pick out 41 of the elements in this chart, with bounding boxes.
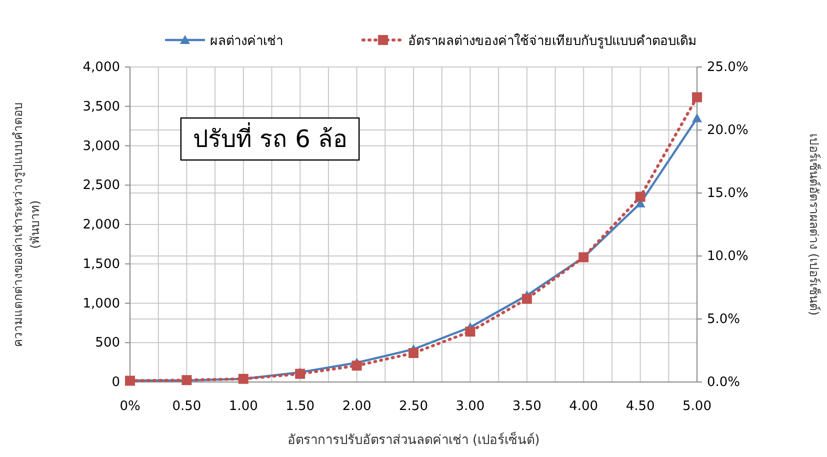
y-tick-label: 2,500 [82, 178, 120, 194]
y2-tick-label: 5.0% [707, 312, 740, 327]
x-tick-label: 2.00 [342, 399, 372, 414]
y-axis-title: ความแตกต่างของค่าเช่าระหว่างรูปแบบคำตอบ (พันบาท) [11, 102, 42, 347]
x-tick-label: 1.50 [286, 399, 315, 414]
point [295, 368, 306, 379]
y2-tick-label: 20.0% [707, 123, 748, 138]
point [465, 326, 476, 337]
x-tick-label: 3.50 [512, 399, 542, 414]
y-tick-label: 4,000 [82, 60, 120, 75]
y-tick-label: 3,500 [82, 99, 120, 114]
x-tick-label: 3.00 [456, 399, 485, 414]
legend-label: ผลต่างค่าเช่า [210, 34, 283, 49]
x-tick-label: 0.50 [172, 399, 202, 414]
x-tick-label: 0% [120, 399, 140, 414]
y-tick-label: 500 [95, 336, 120, 351]
point [692, 92, 702, 102]
point [408, 348, 418, 358]
annotation: ปรับที่ รถ 6 ล้อ [192, 122, 348, 153]
y2-tick-label: 25.0% [707, 60, 748, 75]
x-tick-label: 5.00 [682, 399, 712, 414]
x-tick-label: 4.50 [626, 399, 655, 414]
annotation: ปรับที่ รถ 6 ล้อ [180, 117, 360, 161]
y-tick-label: 0 [112, 375, 120, 390]
y-tick-label: 1,500 [82, 256, 120, 272]
point [692, 113, 702, 122]
y-tick-label: 3,000 [82, 138, 120, 154]
x-tick-label: 4.00 [569, 399, 598, 414]
y2-tick-label: 0.0% [707, 375, 740, 390]
point [522, 294, 532, 304]
y2-axis-title: เปอร์เซ็นต์อัตราผลต่าง (เปอร์เซ็นต์) [807, 133, 822, 316]
legend-label: อัตราผลต่างของค่าใช้จ่ายเทียบกับรูปแบบคำตอบเดิม [408, 33, 697, 49]
y2-tick-label: 15.0% [707, 186, 748, 201]
point [352, 360, 362, 371]
y-tick-label: 2,000 [82, 218, 120, 232]
point [635, 192, 646, 202]
x-tick-label: 2.50 [399, 399, 428, 414]
x-axis-title: อัตราการปรับอัตราส่วนลดค่าเช่า (เปอร์เซ็นต์) [287, 430, 540, 448]
y2-tick-label: 10.0% [707, 249, 748, 264]
y-tick-label: 1,000 [82, 296, 120, 312]
x-tick-label: 1.00 [228, 399, 258, 414]
